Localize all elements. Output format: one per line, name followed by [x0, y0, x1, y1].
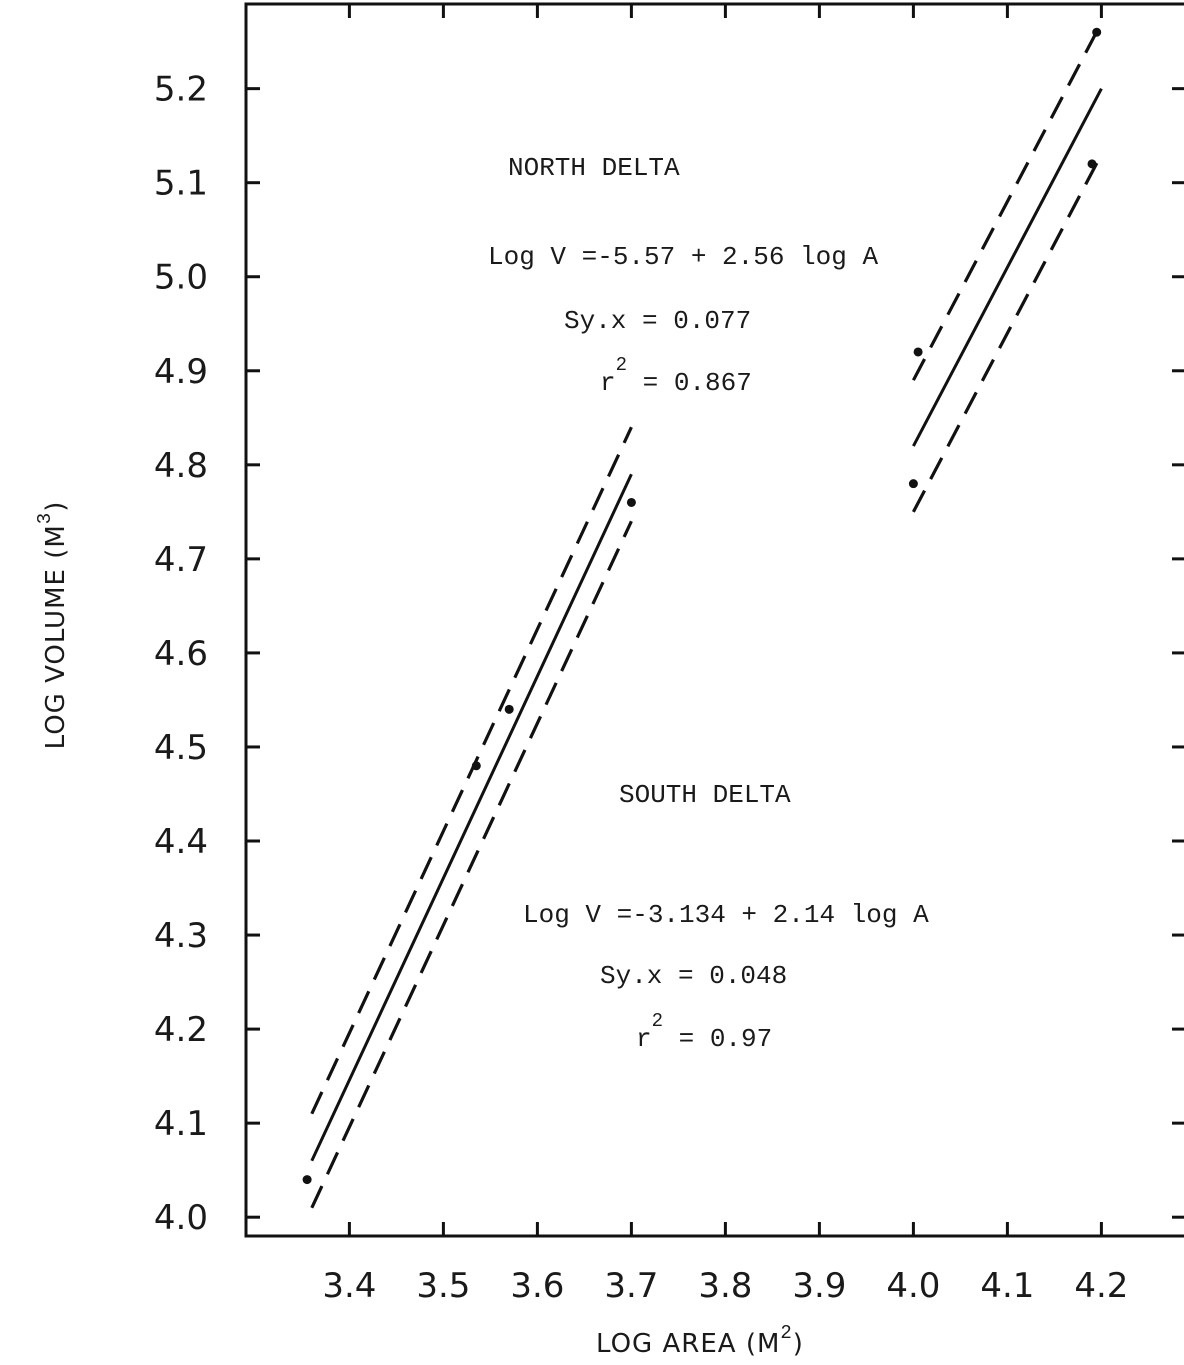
regression-lines	[310, 22, 1103, 1209]
y-tick-label: 4.0	[154, 1198, 208, 1238]
north-delta-data-point	[908, 479, 918, 489]
x-tick-label: 4.0	[886, 1266, 940, 1306]
x-tick-label: 3.9	[792, 1266, 846, 1306]
north-delta-upper-confidence-line	[911, 22, 1103, 381]
north-delta-lower-confidence-line	[911, 153, 1103, 513]
x-tick-label: 3.5	[416, 1266, 470, 1306]
y-axis-label: LOG VOLUME (M3)	[34, 501, 71, 750]
y-tick-labels: 4.0 4.1 4.2 4.3 4.4 4.5 4.6 4.7 4.8 4.9 5.0 5.1 5.2	[154, 70, 208, 1239]
data-points	[302, 27, 1102, 1185]
north-delta-r2: r2 = 0.867	[600, 354, 752, 398]
north-delta-data-point	[1092, 27, 1102, 37]
y-tick-label: 4.4	[154, 822, 208, 862]
plot-frame	[244, 2, 1184, 1238]
x-tick-label: 4.2	[1074, 1266, 1128, 1306]
south-delta-label: SOUTH DELTA	[619, 780, 791, 810]
south-delta-lower-confidence-line	[310, 520, 633, 1209]
x-tick-label: 3.4	[322, 1266, 376, 1306]
x-axis-label: LOG AREA (M2)	[596, 1322, 804, 1359]
x-tick-labels: 3.4 3.5 3.6 3.7 3.8 3.9 4.0 4.1 4.2	[322, 1266, 1128, 1306]
north-delta-syx: Sy.x = 0.077	[564, 306, 751, 336]
x-tick-label: 3.8	[698, 1266, 752, 1306]
north-delta-label: NORTH DELTA	[508, 153, 680, 183]
y-tick-label: 4.1	[154, 1104, 208, 1144]
north-delta-data-point	[1087, 159, 1097, 169]
x-tick-label: 4.1	[980, 1266, 1034, 1306]
y-tick-label: 4.3	[154, 916, 208, 956]
y-tick-label: 4.9	[154, 352, 208, 392]
x-tick-label: 3.6	[510, 1266, 564, 1306]
y-tick-label: 5.2	[154, 70, 208, 110]
south-delta-data-point	[626, 497, 636, 507]
y-tick-label: 4.6	[154, 634, 208, 674]
y-tick-label: 4.7	[154, 540, 208, 580]
south-delta-data-point	[302, 1175, 312, 1185]
south-delta-data-point	[504, 704, 514, 714]
y-tick-label: 4.5	[154, 728, 208, 768]
north-delta-data-point	[913, 347, 923, 357]
south-delta-r2: r2 = 0.97	[636, 1010, 772, 1054]
y-tick-label: 4.8	[154, 446, 208, 486]
y-tick-label: 5.0	[154, 258, 208, 298]
y-tick-label: 5.1	[154, 164, 208, 204]
north-delta-regression-line	[912, 87, 1103, 447]
north-delta-equation: Log V =-5.57 + 2.56 log A	[488, 242, 878, 272]
south-delta-regression-line	[310, 473, 633, 1162]
south-delta-upper-confidence-line	[310, 426, 633, 1115]
south-delta-syx: Sy.x = 0.048	[600, 961, 787, 991]
south-delta-equation: Log V =-3.134 + 2.14 log A	[523, 900, 929, 930]
x-tick-label: 3.7	[604, 1266, 658, 1306]
y-tick-label: 4.2	[154, 1010, 208, 1050]
axis-ticks	[246, 4, 1184, 1236]
south-delta-data-point	[471, 761, 481, 771]
